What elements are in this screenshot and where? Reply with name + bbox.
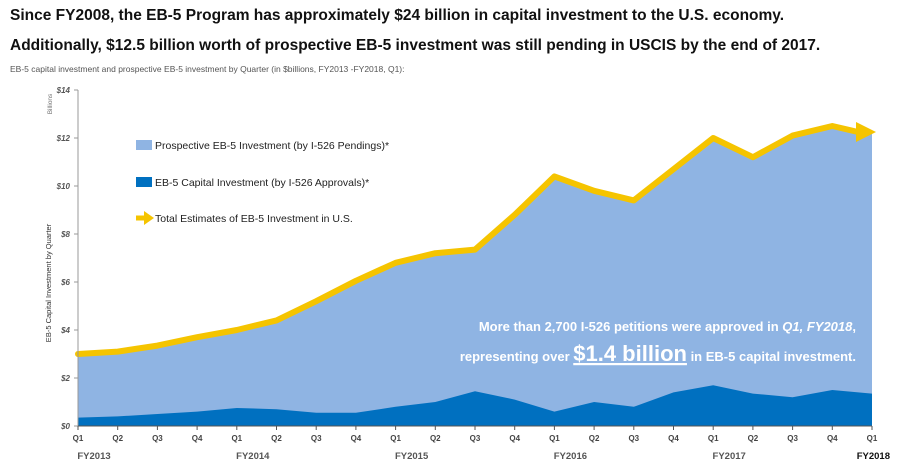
y-tick-label: $0 — [60, 422, 70, 431]
callout-line-1-suffix: , — [852, 319, 856, 334]
x-tick-label: Q4 — [192, 434, 203, 443]
x-tick-label: Q3 — [470, 434, 481, 443]
x-tick-label: Q1 — [867, 434, 878, 443]
callout-line-2-prefix: representing over — [460, 349, 573, 364]
callout-line-1: More than 2,700 I-526 petitions were app… — [479, 319, 856, 334]
y-tick-label: $14 — [56, 86, 71, 95]
y-tick-label: $12 — [56, 134, 71, 143]
total-estimate-line — [75, 123, 861, 357]
fiscal-year-label: FY2015 — [395, 451, 429, 462]
x-tick-label: Q2 — [271, 434, 282, 443]
callout-big-amount: $1.4 billion — [573, 341, 687, 366]
x-tick-label: Q4 — [827, 434, 838, 443]
x-tick-label: Q1 — [390, 434, 401, 443]
fiscal-year-label: FY2014 — [236, 451, 270, 462]
legend: Prospective EB-5 Investment (by I-526 Pe… — [136, 140, 389, 225]
legend-swatch — [136, 177, 152, 187]
legend-label: Prospective EB-5 Investment (by I-526 Pe… — [155, 140, 389, 152]
chart-subtitle: EB-5 capital investment and prospective … — [10, 64, 405, 74]
y-axis-title: EB-5 Capital Investment by Quarter — [44, 223, 53, 342]
x-tick-label: Q3 — [787, 434, 798, 443]
x-tick-label: Q1 — [231, 434, 242, 443]
y-tick-label: $6 — [60, 278, 70, 287]
callout-line-1-prefix: More than 2,700 I-526 petitions were app… — [479, 319, 782, 334]
y-tick-label: $8 — [60, 230, 70, 239]
total-line-layer — [75, 122, 876, 357]
capital-area — [78, 385, 872, 426]
x-tick-label: Q3 — [628, 434, 639, 443]
x-tick-label: Q1 — [708, 434, 719, 443]
x-tick-label: Q2 — [430, 434, 441, 443]
x-tick-label: Q4 — [668, 434, 679, 443]
headline-line-1: Since FY2008, the EB-5 Program has appro… — [10, 7, 785, 24]
callout-line-2: representing over $1.4 billion in EB-5 c… — [460, 341, 856, 366]
x-tick-label: Q3 — [311, 434, 322, 443]
x-tick-label: Q4 — [509, 434, 520, 443]
legend-arrow-head — [144, 211, 154, 225]
y-tick-label: $10 — [56, 182, 71, 191]
y-unit-label: Billions — [47, 93, 54, 114]
prospective-area — [78, 126, 872, 426]
total-arrow-head — [856, 122, 876, 142]
fiscal-year-label: FY2018 — [857, 451, 890, 462]
callout-line-2-suffix: in EB-5 capital investment. — [687, 349, 856, 364]
fiscal-year-label: FY2017 — [713, 451, 746, 462]
headline-line-2: Additionally, $12.5 billion worth of pro… — [10, 37, 821, 54]
axes-layer: $0 $2 $4 $6 $8 $10 $12 $14 Q1 Q2 Q3 Q4 Q1 Q2 Q3 Q4 Q1 Q2 Q… — [44, 86, 890, 462]
x-tick-label: Q3 — [152, 434, 163, 443]
x-tick-label: Q1 — [549, 434, 560, 443]
fiscal-year-label: FY2016 — [554, 451, 587, 462]
capital-area-layer — [78, 385, 872, 426]
annotation-callout: More than 2,700 I-526 petitions were app… — [460, 319, 856, 366]
y-tick-label: $4 — [60, 326, 70, 335]
x-tick-label: Q2 — [748, 434, 759, 443]
x-tick-label: Q2 — [112, 434, 123, 443]
x-tick-label: Q1 — [73, 434, 84, 443]
legend-swatch — [136, 140, 152, 150]
callout-line-1-emphasis: Q1, FY2018 — [782, 319, 853, 334]
x-tick-label: Q4 — [351, 434, 362, 443]
x-tick-label: Q2 — [589, 434, 600, 443]
legend-label: Total Estimates of EB-5 Investment in U.… — [155, 213, 353, 225]
y-tick-label: $2 — [60, 374, 70, 383]
legend-label: EB-5 Capital Investment (by I-526 Approv… — [155, 177, 369, 189]
fiscal-year-label: FY2013 — [77, 451, 110, 462]
prospective-area-layer — [78, 126, 872, 426]
